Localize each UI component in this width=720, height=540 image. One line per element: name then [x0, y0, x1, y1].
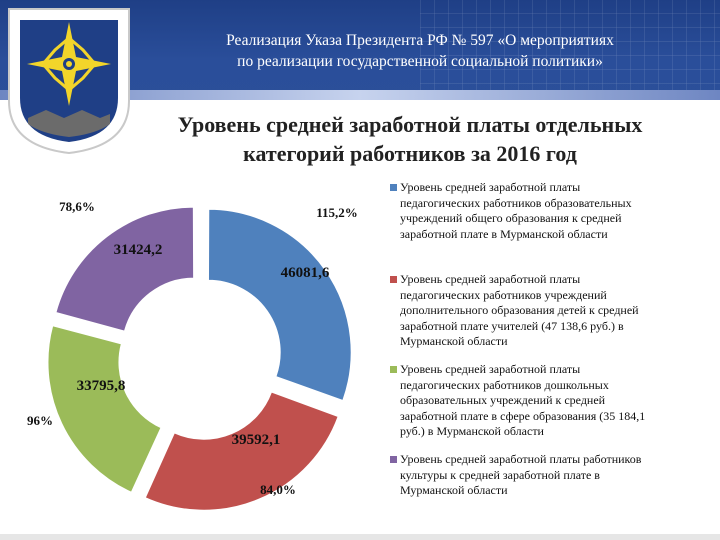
legend-label-line: Уровень средней заработной платы работни…	[400, 452, 642, 466]
legend-label-line: образовательных учреждений к средней	[400, 393, 606, 407]
legend-label-line: педагогических работников учреждений	[400, 287, 607, 302]
legend-label-line: заработной плате учителей (47 138,6 руб.…	[400, 318, 624, 333]
star-emblem-icon	[8, 8, 130, 155]
legend-label-line: Уровень средней заработной платы	[400, 180, 581, 194]
legend-label-line: педагогических работников дошкольных	[400, 377, 609, 392]
legend-label-line: Мурманской области	[400, 334, 508, 348]
legend-swatch	[390, 366, 397, 373]
data-label-value: 39592,1	[232, 432, 281, 448]
legend-label-line: дополнительного образования детей к сред…	[400, 303, 639, 317]
legend-label-line: заработной плате в сфере образования (35…	[400, 408, 646, 423]
data-label-percent: 84,0%	[260, 482, 296, 497]
legend-label-line: руб.) в Мурманской области	[400, 424, 544, 438]
slice-preschool	[47, 325, 162, 493]
subtitle-line2: категорий работников за 2016 год	[243, 141, 577, 166]
legend-label-line: учреждений общего образования к средней	[400, 211, 622, 225]
legend-label-line: культуры к средней заработной плате в	[400, 467, 600, 482]
data-label-percent: 96%	[27, 413, 53, 428]
legend-label: Уровень средней заработной платы работни…	[400, 452, 690, 499]
data-label-value: 46081,6	[281, 265, 330, 281]
subtitle-line1: Уровень средней заработной платы отдельн…	[177, 112, 643, 137]
banner-bottom-strip	[0, 90, 720, 100]
legend-label-line: педагогических работников образовательны…	[400, 195, 632, 210]
header-title: Реализация Указа Президента РФ № 597 «О …	[140, 30, 700, 72]
legend-label-line: заработной плате в Мурманской области	[400, 226, 608, 241]
legend-label-line: Уровень средней заработной платы	[400, 272, 581, 286]
footer-line	[0, 534, 720, 540]
data-label-value: 33795,8	[77, 378, 126, 394]
slice-additional-education	[144, 391, 339, 511]
slice-culture	[55, 206, 195, 332]
data-label-percent: 115,2%	[316, 205, 358, 220]
legend-label-line: Уровень средней заработной платы	[400, 362, 581, 376]
header-title-line2: по реализации государственной социальной…	[237, 53, 603, 70]
legend-label: Уровень средней заработной платы педагоги…	[400, 272, 690, 350]
slice-general-education	[207, 208, 352, 402]
chart-subtitle: Уровень средней заработной платы отдельн…	[130, 110, 690, 168]
legend-label: Уровень средней заработной платы педагоги…	[400, 362, 690, 440]
legend-label: Уровень средней заработной платы педагоги…	[400, 180, 690, 242]
legend-label-line: Мурманской области	[400, 483, 508, 497]
legend-swatch	[390, 184, 397, 191]
data-label-percent: 78,6%	[59, 199, 95, 214]
data-label-value: 31424,2	[114, 242, 163, 258]
header-title-line1: Реализация Указа Президента РФ № 597 «О …	[226, 32, 614, 49]
legend-swatch	[390, 456, 397, 463]
banner-grid-decoration	[420, 0, 720, 100]
legend-swatch	[390, 276, 397, 283]
